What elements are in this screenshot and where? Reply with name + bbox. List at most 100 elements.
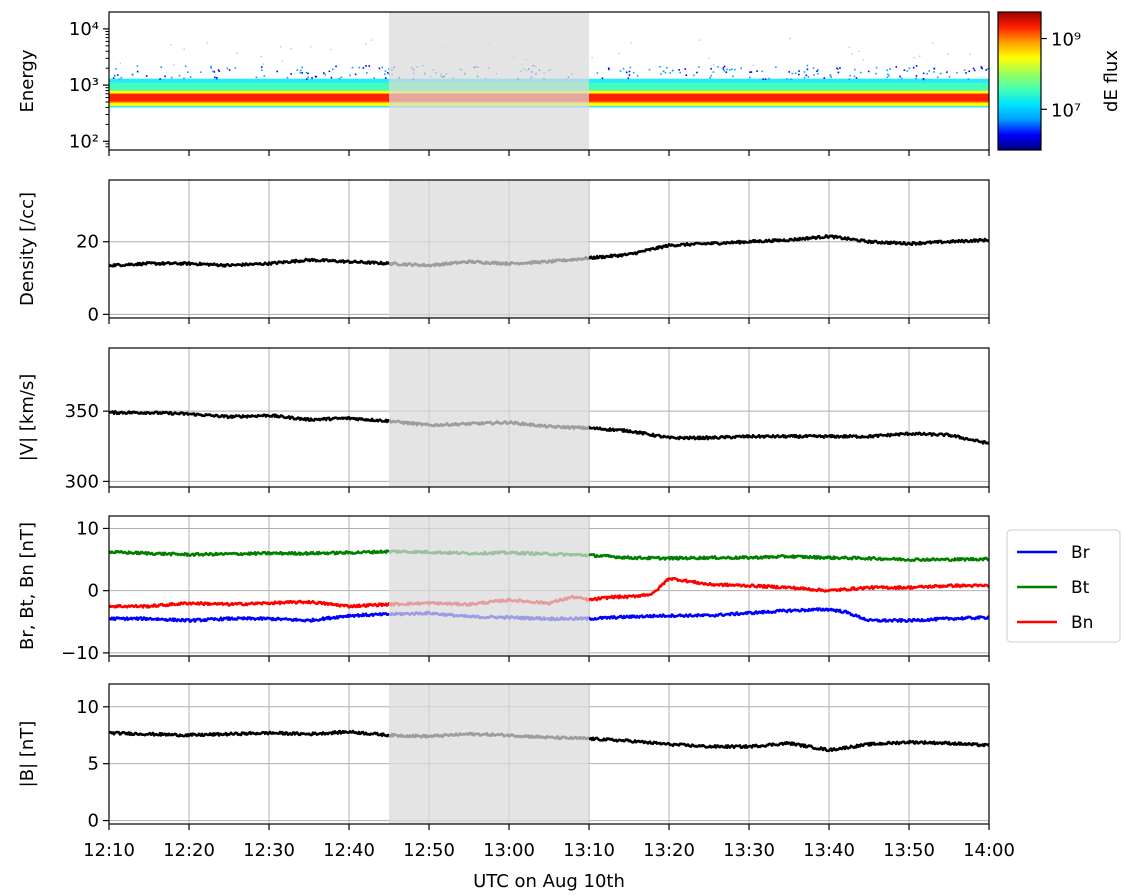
colorbar-tick-label: 10⁹ xyxy=(1051,30,1081,51)
spectrogram-speck xyxy=(709,76,711,79)
y-tick-label: 10⁴ xyxy=(69,19,99,40)
spectrogram-speck xyxy=(775,66,777,69)
spectrogram-speck xyxy=(340,76,343,79)
spectrogram-speck xyxy=(120,76,123,79)
spectrogram-speck xyxy=(931,42,934,44)
spectrogram-speck xyxy=(281,60,283,62)
spectrogram-speck xyxy=(173,63,175,66)
spectrogram-speck xyxy=(762,78,765,81)
panel-frame xyxy=(108,347,990,488)
spectrogram-speck xyxy=(813,74,815,76)
spectrogram-speck xyxy=(384,70,387,72)
spectrogram-speck xyxy=(886,76,889,78)
y-tick-label: 5 xyxy=(88,754,99,775)
spectrogram-speck xyxy=(855,77,858,79)
y-tick-label: −10 xyxy=(61,643,99,664)
spectrogram-speck xyxy=(354,73,357,76)
y-axis-label: Density [/cc] xyxy=(17,192,38,306)
panel-frame xyxy=(108,11,990,151)
spectrogram-speck xyxy=(262,63,265,65)
spectrogram-speck xyxy=(749,76,751,79)
spectrogram-speck xyxy=(368,65,371,67)
spectrogram-speck xyxy=(628,70,631,73)
spectrogram-speck xyxy=(189,76,192,78)
spectrogram-speck xyxy=(858,50,860,53)
legend: Br Bt Bn xyxy=(1006,529,1121,643)
spectrogram-speck xyxy=(788,71,791,73)
spectrogram-speck xyxy=(118,78,121,81)
spectrogram-speck xyxy=(698,39,701,41)
spectrogram-speck xyxy=(660,73,662,75)
spectrogram-speck xyxy=(384,77,387,79)
spectrogram-speck xyxy=(199,71,202,73)
spectrogram-speck xyxy=(807,76,810,78)
x-tick-label: 12:40 xyxy=(323,840,375,861)
spectrogram-speck xyxy=(790,78,792,81)
spectrogram-speck xyxy=(234,67,237,69)
spectrogram-speck xyxy=(659,65,661,68)
spectrogram-speck xyxy=(965,72,967,74)
y-axis-label: |V| [km/s] xyxy=(17,374,38,462)
spectrogram-speck xyxy=(212,70,214,73)
spectrogram-speck xyxy=(817,72,819,75)
spectrogram-speck xyxy=(387,72,389,74)
spectrogram-speck xyxy=(933,67,936,70)
spectrogram-speck xyxy=(908,67,911,70)
panel-frame xyxy=(108,179,990,319)
spectrogram-speck xyxy=(370,39,373,41)
spectrogram-speck xyxy=(919,55,921,57)
shaded-interval xyxy=(389,180,589,318)
spectrogram-speck xyxy=(899,75,901,78)
spectrogram-speck xyxy=(315,75,318,78)
y-tick-label: 20 xyxy=(76,232,99,253)
spectrogram-speck xyxy=(358,66,361,69)
spectrogram-speck xyxy=(114,75,116,77)
spectrogram-speck xyxy=(619,70,622,72)
spectrogram-speck xyxy=(255,76,258,79)
spectrogram-speck xyxy=(671,69,674,72)
spectrogram-speck xyxy=(969,53,972,56)
spectrogram-speck xyxy=(332,68,334,71)
spectrogram-speck xyxy=(849,74,851,77)
spectrogram-speck xyxy=(669,72,672,74)
y-tick-label: 10³ xyxy=(69,75,99,96)
spectrogram-speck xyxy=(889,68,891,70)
spectrogram-speck xyxy=(330,48,332,51)
spectrogram-speck xyxy=(226,67,229,70)
spectrogram-speck xyxy=(708,57,710,60)
spectrogram-speck xyxy=(968,70,971,73)
spectrogram-speck xyxy=(685,74,688,77)
spectrogram-speck xyxy=(956,71,958,74)
spectrogram-speck xyxy=(928,70,930,72)
spectrogram-speck xyxy=(679,71,681,74)
spectrogram-speck xyxy=(903,69,906,71)
spectrogram-speck xyxy=(752,64,755,67)
spectrogram-speck xyxy=(806,68,809,71)
x-tick-label: 12:30 xyxy=(243,840,295,861)
spectrogram-speck xyxy=(836,67,838,70)
spectrogram-speck xyxy=(286,76,289,79)
spectrogram-speck xyxy=(263,75,266,77)
spectrogram-speck xyxy=(805,74,808,77)
y-tick-label: 0 xyxy=(88,304,99,325)
spectrogram-speck xyxy=(915,65,918,67)
spectrogram-speck xyxy=(349,74,351,77)
spectrogram-speck xyxy=(383,73,386,75)
panel-energy: 10² 10³ 10⁴ Energy 10⁷ 10⁹ dE flux xyxy=(17,11,1122,156)
spectrogram-speck xyxy=(786,78,788,80)
spectrogram-speck xyxy=(915,75,918,77)
spectrogram-speck xyxy=(338,78,341,80)
spectrogram-speck xyxy=(712,71,715,73)
spectrogram-speck xyxy=(933,71,935,73)
spectrogram-speck xyxy=(601,77,604,80)
spectrogram-speck xyxy=(851,53,853,55)
y-tick-label: 10 xyxy=(76,518,99,539)
spectrogram-speck xyxy=(972,67,975,70)
spectrogram-speck xyxy=(112,77,115,79)
legend-label-br: Br xyxy=(1071,543,1090,563)
spectrogram-speck xyxy=(936,76,939,79)
spectrogram-speck xyxy=(217,69,220,72)
spectrogram-speck xyxy=(710,74,713,77)
spectrogram-speck xyxy=(119,62,122,65)
spectrogram-speck xyxy=(328,70,331,73)
